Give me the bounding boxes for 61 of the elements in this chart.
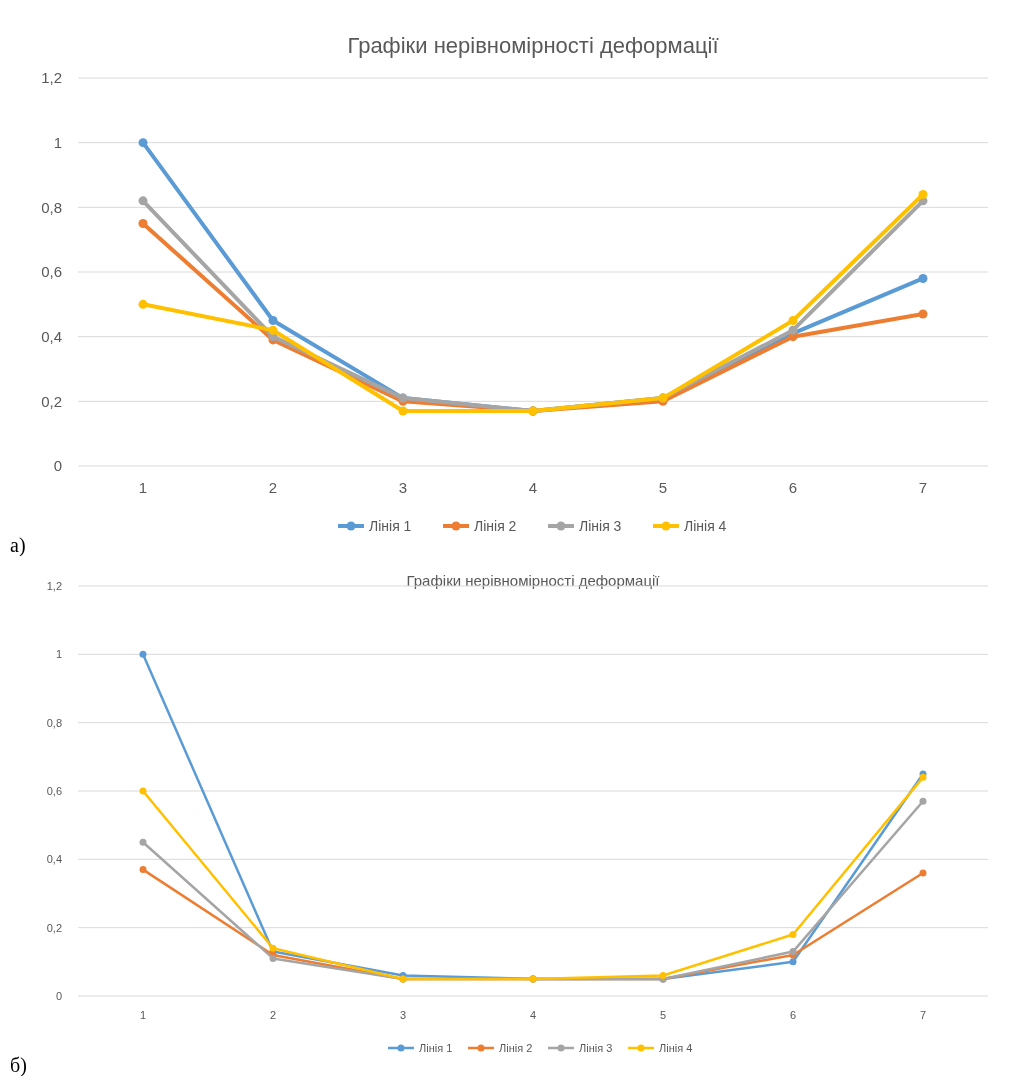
y-tick-label: 0,2 (41, 392, 62, 410)
y-tick-label: 1,2 (46, 579, 62, 592)
point (139, 838, 147, 846)
y-tick-label: 0,4 (46, 853, 62, 866)
x-tick-label: 5 (659, 1009, 667, 1021)
y-tick-label: 0,4 (41, 327, 62, 345)
legend-label: Лінія 3 (579, 517, 622, 534)
point (919, 797, 927, 805)
x-tick-label: 7 (918, 479, 928, 496)
point (918, 273, 928, 283)
y-tick-label: 0,2 (46, 921, 62, 934)
chart-title: Графіки нерівномірності деформації (406, 572, 661, 589)
y-tick-label: 0 (53, 457, 62, 475)
legend-label: Лінія 4 (684, 517, 727, 534)
point (398, 406, 408, 416)
legend-label: Лінія 2 (499, 1041, 533, 1054)
x-tick-label: 1 (139, 1009, 147, 1021)
point (918, 309, 928, 319)
point (139, 866, 147, 874)
x-tick-label: 6 (789, 1009, 797, 1021)
y-tick-label: 0,8 (46, 716, 62, 729)
chart-title: Графіки нерівномірності деформації (347, 33, 719, 58)
y-tick-label: 0,8 (41, 198, 62, 216)
y-tick-label: 0,6 (46, 784, 62, 797)
point (139, 787, 147, 795)
point (139, 650, 147, 658)
point (919, 869, 927, 877)
x-tick-label: 3 (399, 1009, 407, 1021)
point (659, 972, 667, 979)
legend-label: Лінія 3 (579, 1041, 613, 1054)
legend-label: Лінія 1 (419, 1041, 453, 1054)
point (138, 196, 148, 206)
legend-label: Лінія 1 (369, 517, 412, 534)
text: а) (10, 534, 26, 557)
x-tick-label: 4 (528, 479, 538, 496)
x-tick-label: 1 (138, 479, 148, 496)
y-tick-label: 0 (55, 989, 62, 1002)
y-tick-label: 0,6 (41, 263, 62, 281)
point (268, 325, 278, 335)
x-tick-label: 7 (919, 1009, 927, 1021)
y-tick-label: 1 (55, 648, 62, 661)
point (789, 931, 797, 938)
point (138, 138, 148, 148)
point (138, 219, 148, 228)
point (268, 316, 278, 325)
legend-label: Лінія 2 (474, 517, 517, 534)
point (918, 189, 928, 199)
y-tick-label: 1 (53, 133, 62, 151)
x-tick-label: 3 (398, 479, 408, 496)
point (269, 944, 277, 952)
point (788, 316, 798, 325)
x-tick-label: 2 (269, 1009, 277, 1021)
text: б) (10, 1054, 27, 1077)
x-tick-label: 5 (658, 479, 668, 496)
legend-label: Лінія 4 (659, 1041, 693, 1054)
x-tick-label: 2 (268, 479, 278, 496)
x-tick-label: 6 (788, 479, 798, 496)
point (138, 299, 148, 309)
point (789, 958, 797, 966)
y-tick-label: 1,2 (41, 69, 62, 87)
x-tick-label: 4 (529, 1009, 537, 1021)
